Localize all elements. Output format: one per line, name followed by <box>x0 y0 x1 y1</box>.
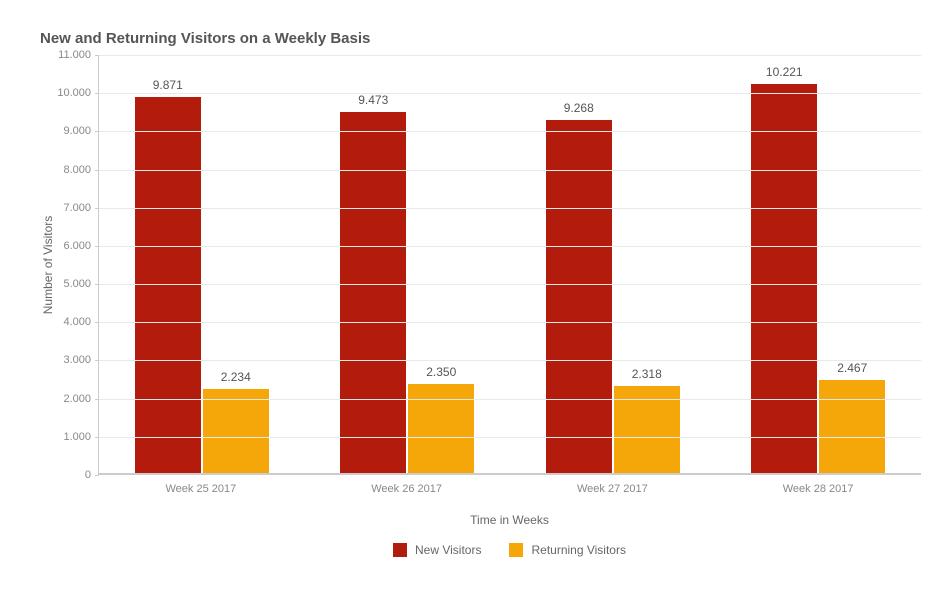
bar-group: 9.8712.234 <box>99 55 305 474</box>
y-axis-label: Number of Visitors <box>41 216 55 314</box>
gridline <box>99 208 921 209</box>
gridline <box>99 131 921 132</box>
legend-swatch <box>393 543 407 557</box>
x-tick-group: Week 25 2017 <box>98 479 304 495</box>
chart-title: New and Returning Visitors on a Weekly B… <box>40 30 931 47</box>
gridline <box>99 284 921 285</box>
gridline <box>99 170 921 171</box>
bar: 2.234 <box>203 389 269 474</box>
x-tick-label: Week 27 2017 <box>510 479 716 495</box>
gridline <box>99 399 921 400</box>
x-axis: Week 25 2017Week 26 2017Week 27 2017Week… <box>98 479 921 495</box>
bar-group: 9.473 2.350 <box>305 55 511 474</box>
y-tick-label: 1.000 <box>63 431 99 443</box>
legend-label: New Visitors <box>415 543 481 557</box>
bar: 10.221 <box>751 84 817 474</box>
x-axis-label: Time in Weeks <box>98 513 921 527</box>
bar-group: 9.268 2.318 <box>510 55 716 474</box>
x-tick-label: Week 28 2017 <box>715 479 921 495</box>
y-tick-label: 0 <box>85 469 99 481</box>
x-tick-group: Week 28 2017 <box>715 479 921 495</box>
gridline <box>99 55 921 56</box>
x-tick-group: Week 26 2017 <box>304 479 510 495</box>
gridline <box>99 360 921 361</box>
x-tick-label: Week 26 2017 <box>304 479 510 495</box>
bar: 9.871 <box>135 97 201 474</box>
y-tick-label: 11.000 <box>58 49 99 61</box>
bar-group: 10.2212.467 <box>716 55 922 474</box>
gridline <box>99 322 921 323</box>
bar-value-label: 9.871 <box>153 78 183 97</box>
legend-item: Returning Visitors <box>509 543 626 557</box>
y-tick-label: 2.000 <box>63 393 99 405</box>
legend: New Visitors Returning Visitors <box>98 543 921 557</box>
y-tick-label: 7.000 <box>63 202 99 214</box>
x-tick-label: Week 25 2017 <box>98 479 304 495</box>
bar: 9.268 <box>546 120 612 474</box>
bar-value-label: 10.221 <box>766 65 803 84</box>
y-tick-label: 10.000 <box>57 87 99 99</box>
gridline <box>99 93 921 94</box>
legend-label: Returning Visitors <box>531 543 626 557</box>
gridline <box>99 437 921 438</box>
bar-value-label: 2.318 <box>632 367 662 386</box>
x-tick-group: Week 27 2017 <box>510 479 716 495</box>
y-tick-label: 3.000 <box>63 354 99 366</box>
y-tick-label: 4.000 <box>63 316 99 328</box>
gridline <box>99 246 921 247</box>
bar-value-label: 9.268 <box>564 101 594 120</box>
y-tick-label: 6.000 <box>63 240 99 252</box>
bar-value-label: 2.234 <box>221 370 251 389</box>
plot-area: Number of Visitors 9.8712.2349.4732.3509… <box>98 55 921 475</box>
visitors-bar-chart: New and Returning Visitors on a Weekly B… <box>0 0 951 591</box>
y-tick-label: 5.000 <box>63 278 99 290</box>
bar: 2.467 <box>819 380 885 474</box>
bar-value-label: 2.467 <box>837 361 867 380</box>
bar-value-label: 2.350 <box>426 365 456 384</box>
y-tick-label: 9.000 <box>63 125 99 137</box>
y-tick-label: 8.000 <box>63 164 99 176</box>
bar: 9.473 <box>340 112 406 474</box>
legend-swatch <box>509 543 523 557</box>
legend-item: New Visitors <box>393 543 481 557</box>
bar-value-label: 9.473 <box>358 93 388 112</box>
